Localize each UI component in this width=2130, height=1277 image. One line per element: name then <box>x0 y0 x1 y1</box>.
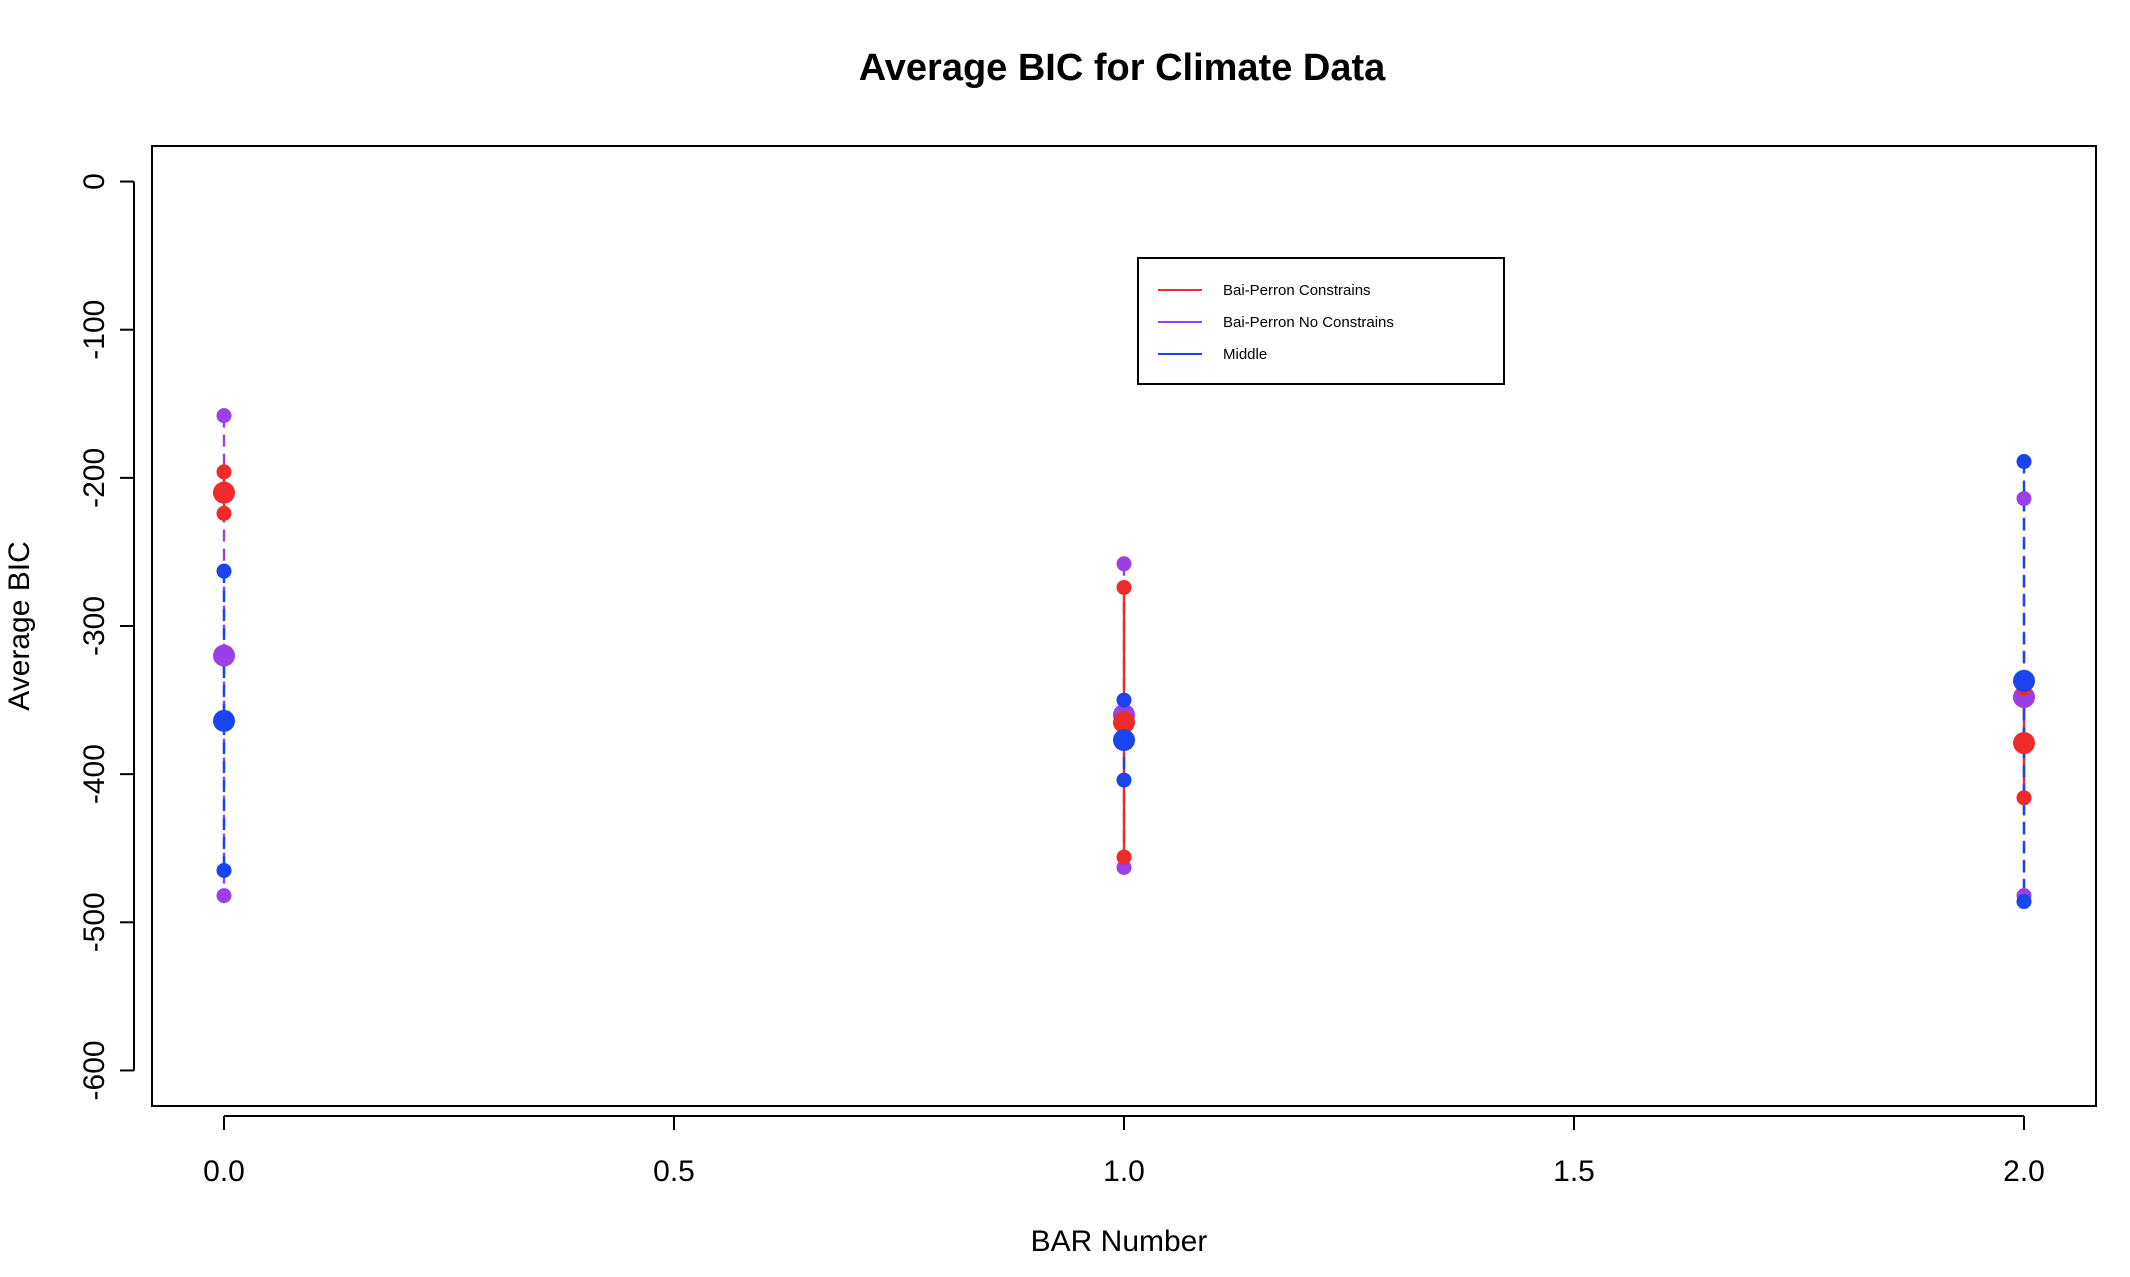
mean-point <box>1113 711 1135 734</box>
mean-point <box>2013 732 2035 755</box>
mean-point <box>2013 669 2035 692</box>
range-low-point <box>2016 894 2032 910</box>
markers-bai-perron-constrains <box>213 464 2035 865</box>
range-high-point <box>1116 556 1132 572</box>
series-layer <box>213 408 2035 910</box>
range-low-point <box>2016 790 2032 806</box>
range-low-point <box>216 888 232 904</box>
range-low-point <box>216 862 232 878</box>
y-axis: 0 -100 -200 -300 -400 -500 -600 <box>78 173 135 1100</box>
x-axis-label: BAR Number <box>1031 1225 1208 1258</box>
x-tick-label: 1.5 <box>1553 1155 1595 1188</box>
range-high-point <box>216 563 232 579</box>
legend-label: Bai-Perron Constrains <box>1223 282 1371 299</box>
y-tick-label: -200 <box>78 448 111 508</box>
range-high-point <box>2016 454 2032 470</box>
x-tick-label: 0.5 <box>653 1155 695 1188</box>
x-axis: 0.0 0.5 1.0 1.5 2.0 <box>203 1115 2045 1188</box>
mean-point <box>213 481 235 504</box>
y-tick-label: -400 <box>78 744 111 804</box>
y-tick-label: -300 <box>78 596 111 656</box>
range-high-point <box>216 464 232 480</box>
mean-point <box>1113 729 1135 752</box>
mean-point <box>213 644 235 667</box>
range-high-point <box>216 408 232 424</box>
y-tick-label: 0 <box>78 173 111 190</box>
x-tick-label: 1.0 <box>1103 1155 1145 1188</box>
range-high-point <box>2016 491 2032 507</box>
range-low-point <box>1116 772 1132 788</box>
range-high-point <box>1116 692 1132 708</box>
plot-area-frame <box>151 145 2097 1107</box>
range-low-point <box>216 505 232 521</box>
markers-middle <box>213 454 2035 910</box>
y-tick-label: -500 <box>78 892 111 952</box>
series-bai-perron-constrains <box>222 471 2026 858</box>
range-low-point <box>1116 849 1132 865</box>
range-low-point <box>1116 859 1132 875</box>
chart-title: Average BIC for Climate Data <box>859 47 1386 89</box>
y-axis-label: Average BIC <box>3 541 36 711</box>
legend-label: Middle <box>1223 346 1267 363</box>
legend: Bai-Perron Constrains Bai-Perron No Const… <box>1137 257 1505 385</box>
range-high-point <box>1116 579 1132 595</box>
y-tick-label: -100 <box>78 300 111 360</box>
legend-label: Bai-Perron No Constrains <box>1223 314 1394 331</box>
x-tick-label: 2.0 <box>2003 1155 2045 1188</box>
mean-point <box>213 709 235 732</box>
x-tick-label: 0.0 <box>203 1155 245 1188</box>
y-tick-label: -600 <box>78 1040 111 1100</box>
